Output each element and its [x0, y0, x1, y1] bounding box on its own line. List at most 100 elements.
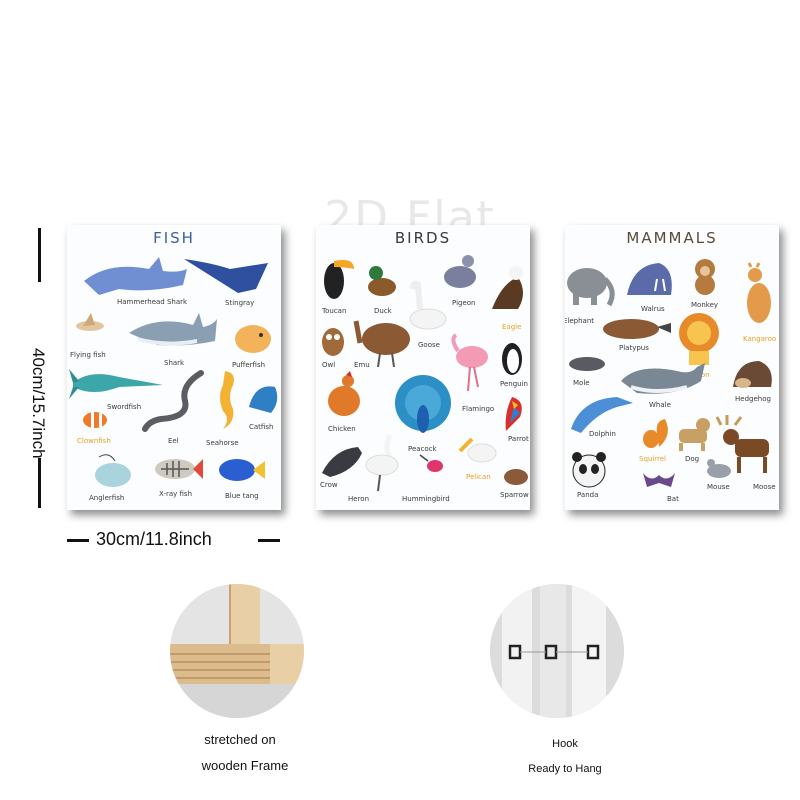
- x-ray-fish-illustration: [155, 459, 203, 479]
- poster-title-birds: BIRDS: [394, 229, 452, 247]
- label-flying-fish: Flying fish: [70, 351, 106, 359]
- heron-illustration: [365, 433, 399, 492]
- label-elephant: Elephant: [565, 317, 595, 325]
- label-penguin: Penguin: [500, 380, 528, 388]
- hook-caption-line1: Hook: [552, 738, 578, 750]
- toucan-illustration: [324, 260, 354, 299]
- hook-closeup-image: [490, 584, 624, 718]
- swordfish-illustration: [69, 369, 163, 399]
- bat-illustration: [643, 473, 675, 487]
- label-eel: Eel: [168, 437, 179, 445]
- height-dimension-label: 40cm/15.7inch: [29, 348, 48, 459]
- label-hammerhead-shark: Hammerhead Shark: [117, 298, 188, 306]
- label-whale: Whale: [649, 401, 671, 409]
- goose-illustration: [409, 280, 447, 330]
- label-owl: Owl: [322, 361, 336, 369]
- pufferfish-illustration: [235, 325, 271, 353]
- label-peacock: Peacock: [408, 445, 437, 453]
- poster-title-fish: FISH: [153, 229, 195, 247]
- monkey-illustration: [695, 259, 715, 295]
- clownfish-illustration: [83, 412, 107, 428]
- label-parrot: Parrot: [508, 435, 529, 443]
- walrus-illustration: [627, 263, 672, 295]
- hammerhead-shark-illustration: [84, 257, 187, 295]
- label-toucan: Toucan: [322, 307, 347, 315]
- flamingo-illustration: [451, 333, 488, 392]
- blue-tang-illustration: [219, 459, 265, 481]
- hook-caption-line2: Ready to Hang: [528, 763, 602, 775]
- label-shark: Shark: [164, 359, 185, 367]
- pigeon-illustration: [444, 255, 476, 288]
- width-dimension-line-right: [258, 539, 280, 542]
- label-pigeon: Pigeon: [452, 299, 476, 307]
- seahorse-illustration: [220, 371, 234, 429]
- emu-illustration: [353, 320, 410, 368]
- pelican-illustration: [458, 437, 497, 463]
- panda-illustration: [572, 452, 606, 488]
- mammals-poster: MAMMALS Elephant Walrus Monkey Kangaroo …: [565, 225, 779, 510]
- label-blue-tang: Blue tang: [225, 492, 259, 500]
- flying-fish-illustration: [76, 313, 104, 331]
- birds-poster: BIRDS Toucan Duck Pigeon Eagle Goose Owl…: [316, 225, 530, 510]
- sparrow-illustration: [504, 469, 528, 485]
- label-duck: Duck: [374, 307, 392, 315]
- label-dolphin: Dolphin: [589, 430, 616, 438]
- parrot-illustration: [505, 397, 522, 431]
- label-panda: Panda: [577, 491, 599, 499]
- frame-caption-line1: stretched on: [204, 732, 276, 747]
- label-chicken: Chicken: [328, 425, 356, 433]
- label-heron: Heron: [348, 495, 370, 503]
- hook-illustration: [490, 584, 624, 718]
- label-stingray: Stingray: [225, 299, 255, 307]
- label-flamingo: Flamingo: [462, 405, 495, 413]
- label-mole: Mole: [573, 379, 590, 387]
- label-kangaroo: Kangaroo: [743, 335, 777, 343]
- label-crow: Crow: [320, 481, 338, 489]
- label-bat: Bat: [667, 495, 679, 503]
- label-sparrow: Sparrow: [500, 491, 529, 499]
- label-seahorse: Seahorse: [206, 439, 239, 447]
- chicken-illustration: [328, 371, 360, 416]
- stingray-illustration: [184, 259, 268, 293]
- eagle-illustration: [492, 266, 523, 309]
- label-walrus: Walrus: [641, 305, 665, 313]
- hedgehog-illustration: [733, 361, 772, 388]
- lion-illustration: [679, 313, 719, 365]
- label-pufferfish: Pufferfish: [232, 361, 266, 369]
- fish-poster: FISH Hammerhead Shark Stingray Flying fi…: [67, 225, 281, 510]
- mole-illustration: [569, 357, 605, 371]
- width-dimension-label: 30cm/11.8inch: [96, 529, 212, 549]
- height-dimension-line-bottom: [38, 458, 41, 508]
- shark-illustration: [129, 313, 217, 346]
- label-anglerfish: Anglerfish: [89, 494, 125, 502]
- elephant-illustration: [567, 268, 615, 307]
- label-eagle: Eagle: [502, 323, 522, 331]
- label-clownfish: Clownfish: [77, 437, 111, 445]
- label-goose: Goose: [418, 341, 440, 349]
- label-platypus: Platypus: [619, 344, 649, 352]
- label-catfish: Catfish: [249, 423, 274, 431]
- label-swordfish: Swordfish: [107, 403, 142, 411]
- label-squirrel: Squirrel: [639, 455, 666, 463]
- width-dimension-line-left: [67, 539, 89, 542]
- wooden-frame-illustration: [170, 584, 304, 718]
- whale-illustration: [621, 363, 705, 394]
- peacock-illustration: [395, 375, 451, 433]
- label-hummingbird: Hummingbird: [402, 495, 450, 503]
- eel-illustration: [142, 370, 204, 432]
- label-dog: Dog: [685, 455, 700, 463]
- frame-caption-line2: wooden Frame: [201, 758, 289, 773]
- owl-illustration: [322, 328, 344, 356]
- duck-illustration: [368, 266, 396, 296]
- dolphin-illustration: [571, 397, 633, 433]
- catfish-illustration: [249, 386, 278, 413]
- anglerfish-illustration: [95, 454, 131, 487]
- label-pelican: Pelican: [466, 473, 491, 481]
- label-moose: Moose: [753, 483, 776, 491]
- penguin-illustration: [502, 343, 522, 375]
- kangaroo-illustration: [747, 262, 771, 323]
- dog-illustration: [679, 418, 710, 451]
- poster-title-mammals: MAMMALS: [626, 229, 718, 247]
- label-monkey: Monkey: [691, 301, 719, 309]
- hummingbird-illustration: [419, 454, 443, 472]
